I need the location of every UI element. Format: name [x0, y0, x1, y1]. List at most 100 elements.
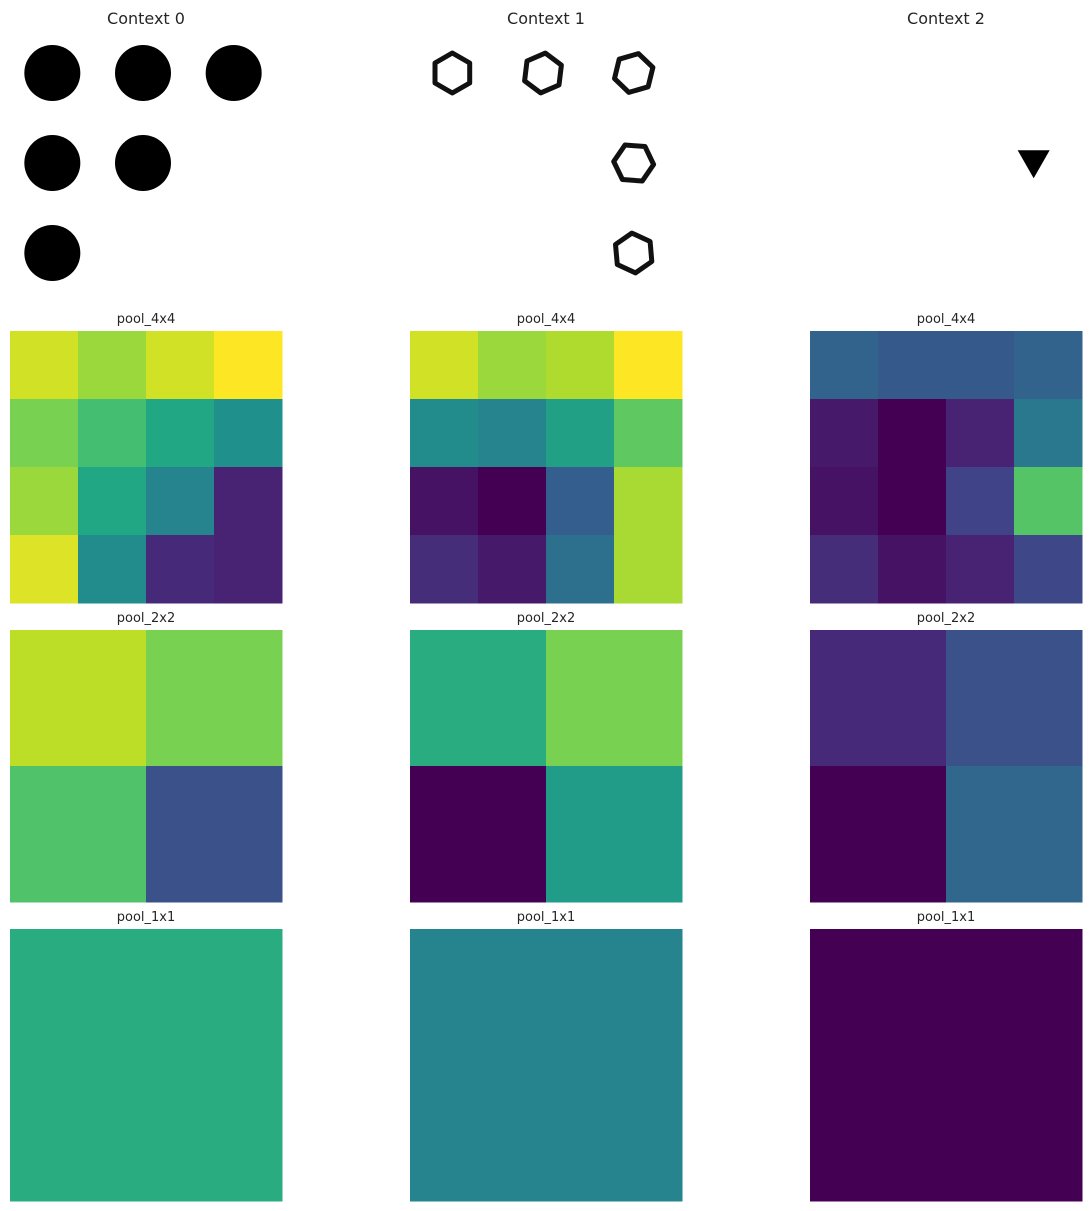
shape-panel-2	[1017, 150, 1050, 179]
heatmap-cell-r0-c0	[410, 331, 479, 400]
heatmap-cell-r1-c3	[614, 399, 683, 468]
heatmap-cell-r1-c3	[214, 399, 283, 468]
heatmap-cell-r2-c1	[878, 467, 947, 536]
heatmap-cell-r0-c1	[878, 331, 947, 400]
heatmap-cell-r2-c2	[946, 467, 1015, 536]
heatmap-cell-r3-c1	[878, 535, 947, 604]
heatmap-cell-r3-c1	[78, 535, 147, 604]
heatmap-pool_4x4-context-0: pool_4x4	[10, 312, 283, 604]
heatmap-cell-r2-c0	[10, 467, 79, 536]
heatmap-cell-r1-c1	[878, 399, 947, 468]
context-column-0: Context 0 pool_4x4 pool_2x2 pool_1x1	[10, 9, 283, 1202]
context-title-0: Context 0	[107, 9, 185, 28]
shape-panel-1	[432, 50, 657, 276]
heatmap-pool_1x1-context-0: pool_1x1	[10, 910, 283, 1202]
heatmap-cell-r0-c1	[546, 630, 683, 767]
heatmap-pool_1x1-context-2: pool_1x1	[810, 910, 1083, 1202]
heatmap-cell-r3-c2	[546, 535, 615, 604]
heatmap-cell-r2-c0	[810, 467, 879, 536]
heatmap-title: pool_1x1	[917, 910, 976, 925]
shape-hexagon-r1-c2-icon	[611, 142, 657, 184]
heatmap-cell-r2-c3	[1014, 467, 1083, 536]
shape-hexagon-r0-c1-icon	[522, 50, 564, 96]
heatmap-cell-r1-c2	[946, 399, 1015, 468]
heatmap-cell-r1-c0	[810, 399, 879, 468]
heatmap-cell-r1-c0	[410, 766, 547, 903]
heatmap-cell-r2-c1	[78, 467, 147, 536]
heatmap-cell-r0-c2	[546, 331, 615, 400]
heatmap-title: pool_4x4	[517, 312, 576, 327]
heatmap-title: pool_4x4	[917, 312, 976, 327]
heatmap-cell-r1-c0	[10, 766, 147, 903]
shape-hexagon-r0-c2-icon	[612, 51, 656, 95]
heatmap-pool_4x4-context-2: pool_4x4	[810, 312, 1083, 604]
heatmap-cell-r0-c2	[146, 331, 215, 400]
context-column-1: Context 1 pool_4x4 pool_2x2 pool_1x1	[410, 9, 683, 1202]
heatmap-pool_2x2-context-2: pool_2x2	[810, 611, 1083, 903]
shape-panel-0	[24, 45, 262, 281]
context-title-2: Context 2	[907, 9, 985, 28]
heatmap-cell-r0-c2	[946, 331, 1015, 400]
heatmap-title: pool_2x2	[117, 611, 176, 626]
context-column-2: Context 2 pool_4x4 pool_2x2 pool_1x1	[810, 9, 1083, 1202]
heatmap-cell-r3-c3	[214, 535, 283, 604]
heatmap-cell-r2-c2	[146, 467, 215, 536]
heatmap-pool_2x2-context-1: pool_2x2	[410, 611, 683, 903]
heatmap-cell-r0-c0	[10, 929, 283, 1202]
heatmap-pool_2x2-context-0: pool_2x2	[10, 611, 283, 903]
heatmap-cell-r0-c0	[10, 630, 147, 767]
heatmap-title: pool_1x1	[517, 910, 576, 925]
heatmap-cell-r0-c0	[810, 630, 947, 767]
heatmap-cell-r3-c3	[614, 535, 683, 604]
heatmap-cell-r2-c3	[614, 467, 683, 536]
heatmap-cell-r1-c0	[10, 399, 79, 468]
heatmap-cell-r0-c3	[614, 331, 683, 400]
heatmap-cell-r0-c0	[810, 929, 1083, 1202]
shape-triangle-down-r1-c2-icon	[1017, 150, 1050, 179]
shape-circle-r0-c1-icon	[115, 45, 171, 101]
heatmap-cell-r0-c0	[410, 929, 683, 1202]
heatmap-cell-r0-c0	[810, 331, 879, 400]
heatmap-cell-r1-c2	[146, 399, 215, 468]
heatmap-cell-r3-c2	[146, 535, 215, 604]
heatmap-cell-r3-c1	[478, 535, 547, 604]
heatmap-cell-r3-c0	[410, 535, 479, 604]
heatmap-title: pool_2x2	[917, 611, 976, 626]
shape-circle-r0-c0-icon	[24, 45, 81, 101]
heatmap-cell-r2-c0	[410, 467, 479, 536]
heatmap-cell-r2-c2	[546, 467, 615, 536]
heatmap-title: pool_1x1	[117, 910, 176, 925]
heatmap-cell-r0-c1	[78, 331, 147, 400]
heatmap-cell-r1-c1	[146, 766, 283, 903]
heatmap-cell-r3-c0	[10, 535, 79, 604]
heatmap-cell-r1-c0	[810, 766, 947, 903]
heatmap-title: pool_4x4	[117, 312, 176, 327]
heatmap-cell-r2-c1	[478, 467, 547, 536]
heatmap-cell-r1-c0	[410, 399, 479, 468]
heatmap-cell-r0-c0	[410, 630, 547, 767]
shape-circle-r0-c2-icon	[205, 45, 262, 101]
heatmap-title: pool_2x2	[517, 611, 576, 626]
heatmap-cell-r0-c1	[478, 331, 547, 400]
heatmap-cell-r1-c2	[546, 399, 615, 468]
heatmap-cell-r1-c1	[478, 399, 547, 468]
heatmap-cell-r3-c2	[946, 535, 1015, 604]
heatmap-cell-r0-c1	[946, 630, 1083, 767]
heatmap-cell-r3-c3	[1014, 535, 1083, 604]
shape-circle-r1-c0-icon	[24, 135, 81, 191]
heatmap-cell-r1-c3	[1014, 399, 1083, 468]
shape-circle-r1-c1-icon	[115, 135, 171, 191]
heatmap-cell-r0-c3	[1014, 331, 1083, 400]
shape-circle-r2-c0-icon	[24, 225, 81, 281]
shape-hexagon-r2-c2-icon	[613, 230, 655, 276]
heatmap-cell-r0-c1	[146, 630, 283, 767]
heatmap-cell-r3-c0	[810, 535, 879, 604]
heatmap-cell-r1-c1	[78, 399, 147, 468]
context-title-1: Context 1	[507, 9, 585, 28]
heatmap-cell-r1-c1	[946, 766, 1083, 903]
heatmap-cell-r0-c3	[214, 331, 283, 400]
heatmap-pool_1x1-context-1: pool_1x1	[410, 910, 683, 1202]
heatmap-cell-r0-c0	[10, 331, 79, 400]
heatmap-pool_4x4-context-1: pool_4x4	[410, 312, 683, 604]
